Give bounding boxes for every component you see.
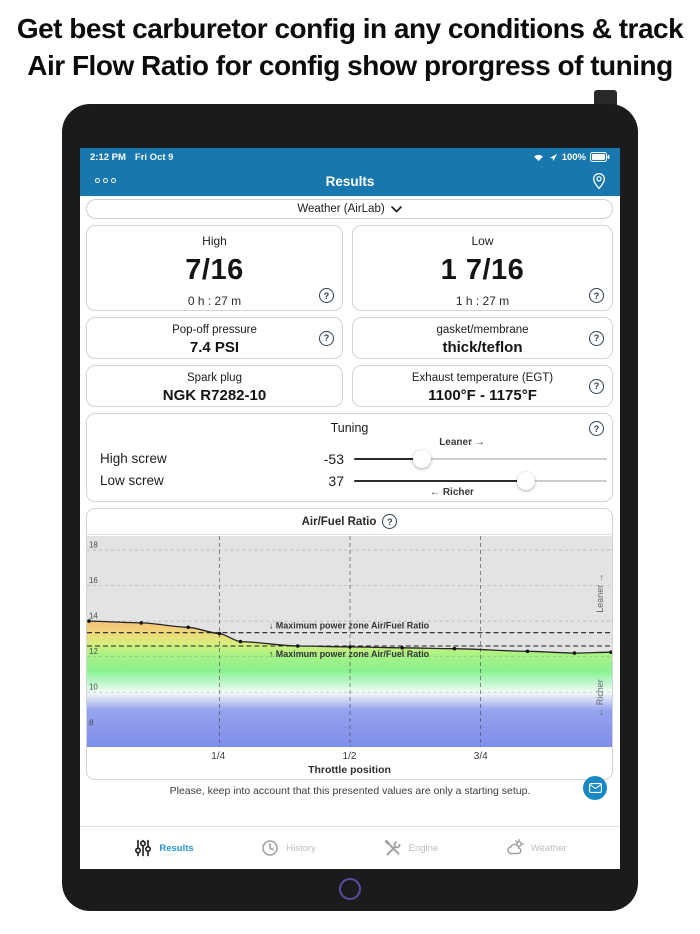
low-card-value: 1 7/16 bbox=[440, 254, 525, 286]
gasket-membrane-card: gasket/membrane thick/teflon ? bbox=[352, 317, 613, 359]
svg-text:18: 18 bbox=[89, 540, 98, 549]
sliders-icon bbox=[133, 838, 153, 858]
chevron-down-icon bbox=[390, 205, 402, 212]
gasket-title: gasket/membrane bbox=[436, 324, 529, 336]
afr-chart: 18 16 14 12 10 8 ↓ Maximum power zone Air/Fuel… bbox=[87, 536, 612, 747]
svg-text:12: 12 bbox=[89, 647, 98, 656]
weather-source-dropdown[interactable]: Weather (AirLab) bbox=[86, 199, 613, 219]
x-tick: 1/2 bbox=[342, 751, 357, 762]
svg-text:↑ Maximum power zone Air/Fuel: ↑ Maximum power zone Air/Fuel Ratio bbox=[269, 649, 430, 659]
gasket-value: thick/teflon bbox=[442, 339, 523, 356]
feedback-mail-button[interactable] bbox=[583, 776, 607, 800]
help-icon[interactable]: ? bbox=[382, 514, 398, 529]
marketing-caption: Get best carburetor config in any condit… bbox=[0, 10, 700, 84]
spark-plug-card: Spark plug NGK R7282-10 bbox=[86, 365, 343, 407]
tab-bar: Results History Engine Weather bbox=[80, 826, 620, 869]
weather-source-label: Weather (AirLab) bbox=[297, 203, 385, 215]
more-menu-icon[interactable] bbox=[95, 178, 116, 183]
caption-line-2: Air Flow Ratio for config show prorgress… bbox=[27, 50, 673, 81]
low-card-subtitle: 1 h : 27 m bbox=[455, 294, 510, 308]
ipad-frame: 2:12 PM Fri Oct 9 100% Results bbox=[62, 104, 638, 911]
cloud-sun-icon bbox=[505, 838, 525, 858]
tab-engine[interactable]: Engine bbox=[383, 838, 439, 858]
slider-thumb[interactable] bbox=[413, 450, 432, 468]
tab-label: Results bbox=[159, 842, 194, 854]
home-button[interactable] bbox=[339, 878, 361, 900]
high-screw-label: High screw bbox=[100, 451, 167, 466]
slider-fill bbox=[354, 480, 527, 482]
high-screw-value: -53 bbox=[323, 451, 344, 467]
svg-text:↓ Maximum power zone Air/Fuel: ↓ Maximum power zone Air/Fuel Ratio bbox=[269, 621, 430, 631]
svg-text:16: 16 bbox=[89, 576, 98, 585]
help-icon[interactable]: ? bbox=[589, 421, 604, 436]
tab-history[interactable]: History bbox=[260, 838, 316, 858]
location-pin-icon[interactable] bbox=[591, 172, 607, 195]
popoff-title: Pop-off pressure bbox=[172, 324, 257, 336]
svg-text:10: 10 bbox=[89, 683, 98, 692]
location-arrow-icon bbox=[549, 153, 558, 162]
x-tick: 3/4 bbox=[473, 751, 488, 762]
help-icon[interactable]: ? bbox=[589, 378, 604, 394]
battery-icon bbox=[590, 152, 610, 162]
tools-icon bbox=[383, 838, 403, 858]
tuning-title: Tuning bbox=[330, 421, 369, 435]
nav-bar: Results bbox=[80, 166, 620, 196]
spark-value: NGK R7282-10 bbox=[162, 387, 267, 404]
x-tick: 1/4 bbox=[211, 751, 226, 762]
svg-text:← Richer: ← Richer bbox=[595, 679, 605, 716]
low-screw-slider[interactable] bbox=[354, 472, 607, 490]
x-axis-label: Throttle position bbox=[308, 764, 391, 776]
svg-text:14: 14 bbox=[89, 612, 98, 621]
help-icon[interactable]: ? bbox=[589, 288, 604, 303]
caption-line-1: Get best carburetor config in any condit… bbox=[16, 13, 684, 44]
status-bar: 2:12 PM Fri Oct 9 100% bbox=[80, 148, 620, 166]
richer-direction-label: ← Richer bbox=[430, 487, 474, 498]
high-card-title: High bbox=[202, 234, 227, 248]
status-date: Fri Oct 9 bbox=[134, 151, 174, 163]
high-screw-slider[interactable] bbox=[354, 450, 607, 468]
envelope-icon bbox=[588, 783, 602, 793]
x-axis-ticks: 1/4 1/2 3/4 bbox=[87, 751, 612, 763]
high-card-subtitle: 0 h : 27 m bbox=[187, 294, 242, 308]
help-icon[interactable]: ? bbox=[589, 330, 604, 346]
tab-results[interactable]: Results bbox=[133, 838, 194, 858]
wifi-icon bbox=[532, 152, 545, 162]
svg-text:Leaner →: Leaner → bbox=[595, 573, 605, 612]
page-title: Results bbox=[325, 173, 375, 189]
low-screw-value: 37 bbox=[328, 473, 344, 489]
popoff-value: 7.4 PSI bbox=[189, 339, 240, 356]
chart-title: Air/Fuel Ratio bbox=[301, 515, 377, 528]
high-card-value: 7/16 bbox=[185, 254, 244, 286]
afr-chart-card: Air/Fuel Ratio ? bbox=[86, 508, 613, 780]
tuning-card: Tuning ? Leaner → High screw -53 Low scr… bbox=[86, 413, 613, 502]
battery-percent: 100% bbox=[561, 151, 586, 163]
status-time: 2:12 PM bbox=[90, 151, 126, 163]
slider-thumb[interactable] bbox=[517, 472, 536, 490]
popoff-pressure-card: Pop-off pressure 7.4 PSI ? bbox=[86, 317, 343, 359]
high-needle-card: High 7/16 0 h : 27 m ? bbox=[86, 225, 343, 311]
help-icon[interactable]: ? bbox=[319, 288, 334, 303]
tab-label: Engine bbox=[408, 842, 439, 854]
low-needle-card: Low 1 7/16 1 h : 27 m ? bbox=[352, 225, 613, 311]
clock-icon bbox=[260, 838, 280, 858]
slider-fill bbox=[354, 458, 423, 460]
egt-value: 1100°F - 1175°F bbox=[428, 387, 537, 404]
app-screen: 2:12 PM Fri Oct 9 100% Results bbox=[80, 148, 620, 869]
tab-weather[interactable]: Weather bbox=[505, 838, 567, 858]
tab-label: Weather bbox=[530, 842, 567, 854]
spark-title: Spark plug bbox=[187, 372, 242, 384]
egt-card: Exhaust temperature (EGT) 1100°F - 1175°… bbox=[352, 365, 613, 407]
low-card-title: Low bbox=[471, 234, 494, 248]
tab-label: History bbox=[286, 842, 316, 854]
svg-text:8: 8 bbox=[89, 718, 94, 727]
low-screw-label: Low screw bbox=[100, 473, 164, 488]
help-icon[interactable]: ? bbox=[319, 330, 334, 346]
egt-title: Exhaust temperature (EGT) bbox=[411, 372, 554, 384]
leaner-direction-label: Leaner → bbox=[439, 437, 485, 448]
disclaimer-note: Please, keep into account that this pres… bbox=[169, 785, 531, 797]
